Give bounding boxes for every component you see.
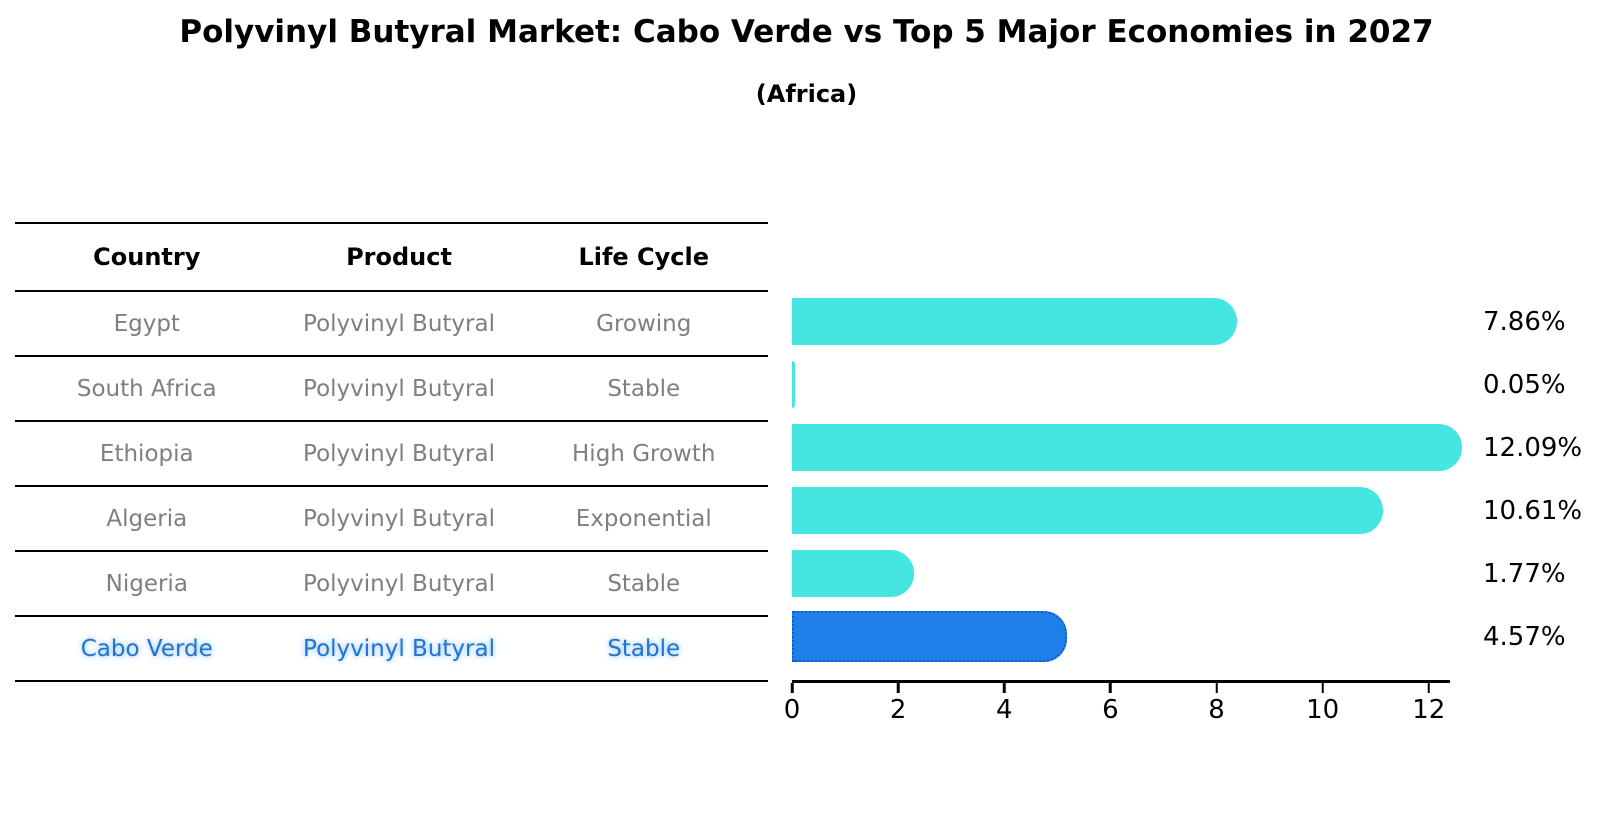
column-header-country: Country xyxy=(93,243,201,271)
product-cell: Polyvinyl Butyral xyxy=(303,635,495,662)
bars-area xyxy=(792,290,1462,668)
table-header-row: Country Product Life Cycle xyxy=(15,224,768,292)
bar-ethiopia xyxy=(792,424,1462,471)
column-header-product: Product xyxy=(346,243,452,271)
x-tick-label-12: 12 xyxy=(1412,695,1446,725)
x-tick-label-0: 0 xyxy=(783,695,801,725)
bar-plot: 0 2 4 6 8 10 12 xyxy=(784,290,1462,725)
bar-row-egypt xyxy=(792,290,1450,353)
bar-row-nigeria xyxy=(792,542,1450,605)
x-axis xyxy=(792,680,1450,683)
bar-algeria xyxy=(792,487,1383,534)
life-cycle-cell: Exponential xyxy=(575,505,712,532)
value-label-egypt: 7.86% xyxy=(1483,306,1566,337)
country-cell: South Africa xyxy=(76,375,217,402)
x-tick-mark-0 xyxy=(790,683,794,693)
life-cycle-cell: Stable xyxy=(607,635,681,662)
value-label-south-africa: 0.05% xyxy=(1483,369,1566,400)
bar-cabo-verde xyxy=(792,611,1067,662)
bar-south-africa xyxy=(792,361,795,408)
life-cycle-cell: Stable xyxy=(607,375,681,402)
bar-nigeria xyxy=(792,550,914,597)
bar-row-ethiopia xyxy=(792,416,1462,479)
chart-title: Polyvinyl Butyral Market: Cabo Verde vs … xyxy=(179,14,1434,50)
life-cycle-cell: Growing xyxy=(596,310,692,337)
x-tick-label-6: 6 xyxy=(1102,695,1119,725)
x-tick-mark-6 xyxy=(1109,683,1112,693)
country-cell: Egypt xyxy=(113,310,180,337)
bar-row-cabo-verde xyxy=(792,605,1450,668)
country-cell: Nigeria xyxy=(105,570,188,597)
x-tick-label-10: 10 xyxy=(1306,695,1340,725)
life-cycle-cell: Stable xyxy=(607,570,681,597)
country-cell: Cabo Verde xyxy=(80,635,213,662)
table-row-cabo-verde: Cabo Verde Polyvinyl Butyral Stable xyxy=(15,617,768,682)
country-cell: Algeria xyxy=(106,505,188,532)
bar-row-algeria xyxy=(792,479,1450,542)
x-tick-mark-8 xyxy=(1215,683,1218,693)
country-cell: Ethiopia xyxy=(99,440,194,467)
table-row-nigeria: Nigeria Polyvinyl Butyral Stable xyxy=(15,552,768,617)
bar-row-south-africa xyxy=(792,353,1450,416)
country-table: Country Product Life Cycle Egypt Polyvin… xyxy=(15,222,768,682)
life-cycle-cell: High Growth xyxy=(572,440,716,467)
x-tick-label-4: 4 xyxy=(995,695,1013,725)
product-cell: Polyvinyl Butyral xyxy=(303,310,495,337)
x-tick-mark-12 xyxy=(1427,683,1431,693)
value-labels-column: 7.86% 0.05% 12.09% 10.61% 1.77% 4.57% xyxy=(1483,290,1613,668)
value-label-algeria: 10.61% xyxy=(1483,495,1583,526)
x-tick-mark-2 xyxy=(896,683,900,693)
table-row-south-africa: South Africa Polyvinyl Butyral Stable xyxy=(15,357,768,422)
value-label-nigeria: 1.77% xyxy=(1483,558,1566,589)
x-tick-label-8: 8 xyxy=(1208,695,1225,725)
bar-egypt xyxy=(792,298,1238,345)
product-cell: Polyvinyl Butyral xyxy=(303,505,495,532)
product-cell: Polyvinyl Butyral xyxy=(303,375,495,402)
table-row-egypt: Egypt Polyvinyl Butyral Growing xyxy=(15,292,768,357)
value-label-cabo-verde: 4.57% xyxy=(1483,621,1566,652)
table-row-algeria: Algeria Polyvinyl Butyral Exponential xyxy=(15,487,768,552)
x-tick-mark-4 xyxy=(1003,683,1006,693)
product-cell: Polyvinyl Butyral xyxy=(303,570,495,597)
chart-subtitle: (Africa) xyxy=(755,80,858,108)
value-label-ethiopia: 12.09% xyxy=(1483,432,1583,463)
x-tick-mark-10 xyxy=(1321,683,1324,693)
column-header-life-cycle: Life Cycle xyxy=(578,243,710,271)
x-tick-label-2: 2 xyxy=(889,695,907,725)
product-cell: Polyvinyl Butyral xyxy=(303,440,495,467)
table-row-ethiopia: Ethiopia Polyvinyl Butyral High Growth xyxy=(15,422,768,487)
